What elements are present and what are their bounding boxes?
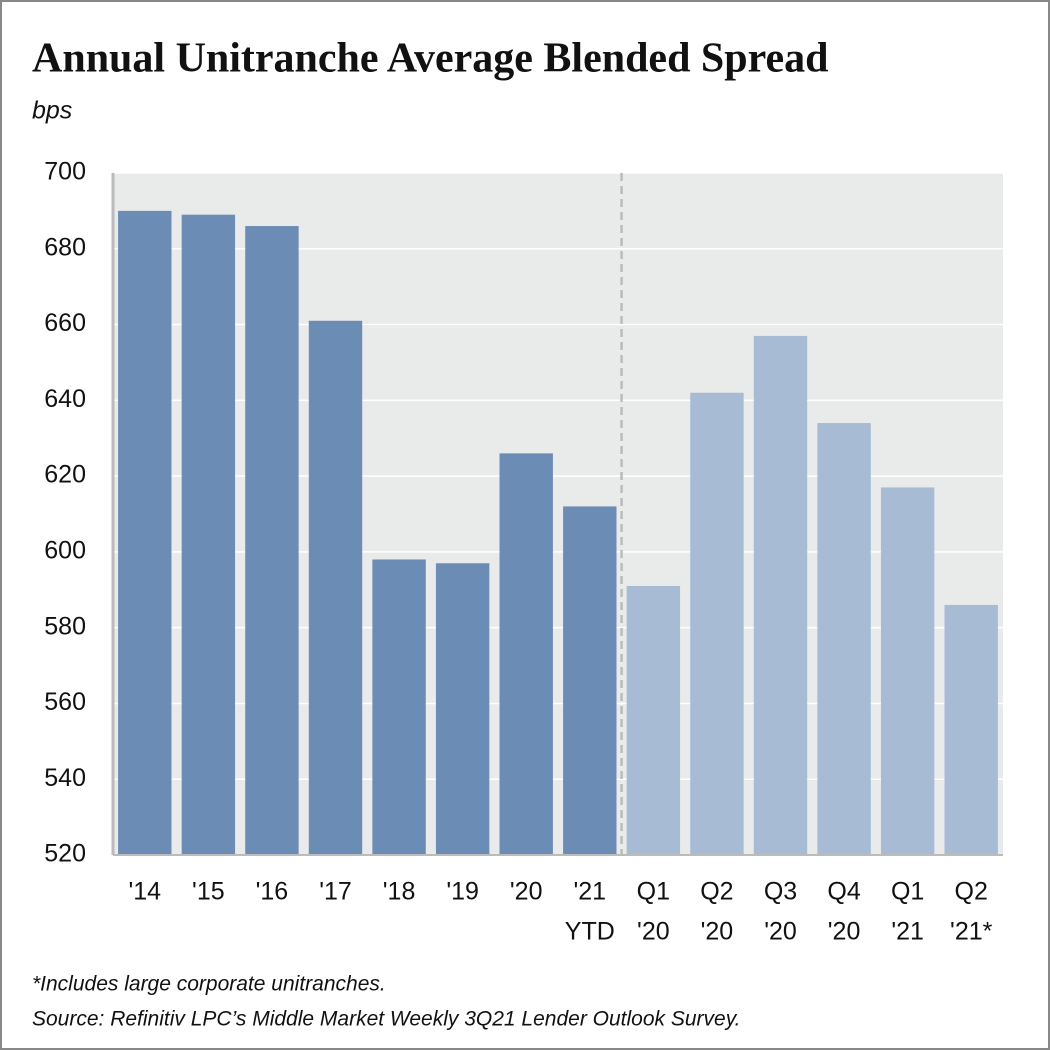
x-tick-label: Q1	[891, 878, 924, 906]
x-tick-label: '16	[256, 878, 289, 906]
bar	[817, 423, 871, 855]
bar	[181, 214, 236, 855]
x-tick-label: '19	[446, 878, 479, 906]
x-tick-label: '14	[128, 878, 161, 906]
y-tick-label: 660	[44, 309, 86, 337]
x-tick-label: Q2	[955, 878, 988, 906]
bar	[880, 487, 935, 855]
x-tick-label: '20	[510, 878, 543, 906]
y-tick-label: 600	[44, 536, 86, 564]
x-tick-label: '20	[764, 918, 797, 946]
y-tick-label: 580	[44, 612, 86, 640]
x-tick-label: '20	[701, 918, 734, 946]
x-tick-label: '21*	[950, 918, 993, 946]
bar	[499, 453, 553, 855]
y-tick-label: 680	[44, 233, 86, 261]
x-tick-label: '21	[573, 878, 606, 906]
subtitle: bps	[32, 97, 72, 125]
x-tick-label: YTD	[565, 918, 615, 946]
y-tick-label: 700	[44, 158, 86, 186]
bar	[690, 392, 744, 855]
bar	[372, 559, 426, 855]
source-note: Source: Refinitiv LPC’s Middle Market We…	[32, 1008, 740, 1031]
bar	[435, 563, 490, 855]
bar	[944, 604, 998, 855]
bar	[563, 506, 617, 855]
bar	[626, 585, 681, 855]
y-tick-label: 560	[44, 688, 86, 716]
footnote: *Includes large corporate unitranches.	[32, 973, 386, 996]
x-tick-label: Q4	[827, 878, 860, 906]
x-tick-label: '18	[383, 878, 416, 906]
x-tick-label: Q1	[637, 878, 670, 906]
x-tick-label: '20	[637, 918, 670, 946]
bar	[753, 335, 808, 855]
y-tick-label: 640	[44, 385, 86, 413]
x-tick-label: Q3	[764, 878, 797, 906]
bar	[118, 210, 172, 855]
x-tick-label: Q2	[700, 878, 733, 906]
y-tick-label: 540	[44, 764, 86, 792]
y-tick-label: 520	[44, 840, 86, 868]
x-tick-label: '17	[319, 878, 352, 906]
x-tick-label: '20	[828, 918, 861, 946]
chart-title: Annual Unitranche Average Blended Spread	[32, 36, 829, 82]
y-tick-label: 620	[44, 461, 86, 489]
x-tick-label: '15	[192, 878, 225, 906]
bar	[245, 226, 299, 856]
bar	[308, 320, 363, 855]
x-tick-label: '21	[891, 918, 924, 946]
